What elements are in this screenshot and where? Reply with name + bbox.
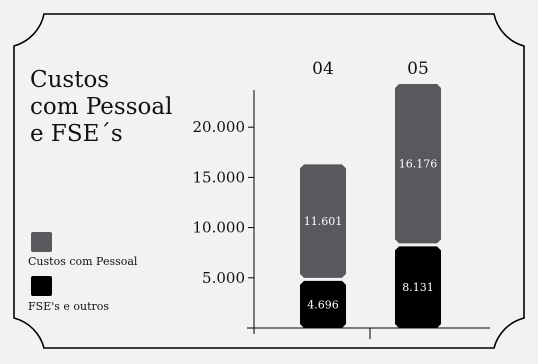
y-tick-label: 20.000 xyxy=(193,118,246,136)
bar-segment xyxy=(395,83,441,244)
data-label: 4.696 xyxy=(307,298,339,311)
y-tick-label: 5.000 xyxy=(202,269,245,287)
bar-segment xyxy=(300,164,346,278)
legend-label: FSE's e outros xyxy=(28,300,109,313)
bar-segment xyxy=(395,246,441,328)
legend-swatch xyxy=(31,232,52,252)
legend-swatch xyxy=(31,276,52,296)
data-label: 16.176 xyxy=(399,158,438,171)
frame-border xyxy=(13,13,525,349)
chart-title-line-2: com Pessoal xyxy=(30,94,172,120)
chart-title-line-3: e FSE´s xyxy=(30,121,123,147)
data-label: 11.601 xyxy=(304,215,343,228)
legend-label: Custos com Pessoal xyxy=(28,255,138,268)
category-label: 05 xyxy=(407,59,429,79)
category-label: 04 xyxy=(312,59,334,79)
y-tick-label: 10.000 xyxy=(193,219,246,237)
legend: Custos com Pessoal FSE's e outros xyxy=(28,232,138,313)
data-label: 8.131 xyxy=(402,281,434,294)
y-ticks: 5.000 10.000 15.000 20.000 xyxy=(193,118,254,287)
chart-title-line-1: Custos xyxy=(30,67,109,93)
bars: 4.696 11.601 04 8.131 16.176 05 xyxy=(300,59,441,328)
bar-segment xyxy=(300,280,346,328)
y-tick-label: 15.000 xyxy=(193,168,246,186)
